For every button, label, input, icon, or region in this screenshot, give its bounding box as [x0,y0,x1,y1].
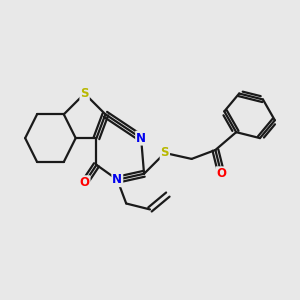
Text: S: S [160,146,169,160]
Text: O: O [80,176,90,189]
Text: O: O [216,167,226,180]
Text: S: S [80,87,89,100]
Text: N: N [112,173,122,186]
Text: N: N [136,132,146,145]
